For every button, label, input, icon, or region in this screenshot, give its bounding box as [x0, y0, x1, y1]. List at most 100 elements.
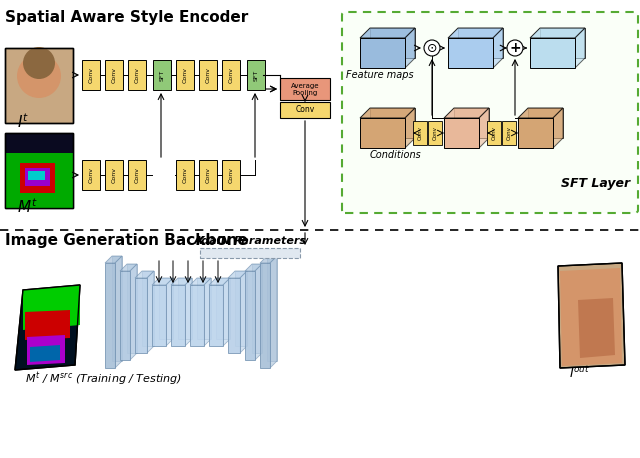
- Text: Image Generation Backbone: Image Generation Backbone: [5, 233, 248, 248]
- Text: Conv: Conv: [134, 67, 140, 83]
- Polygon shape: [454, 108, 489, 138]
- Polygon shape: [553, 108, 563, 148]
- Polygon shape: [178, 278, 192, 339]
- FancyBboxPatch shape: [428, 121, 442, 145]
- Text: $I^t$: $I^t$: [17, 112, 29, 131]
- Text: +: +: [509, 41, 521, 55]
- Polygon shape: [127, 264, 137, 353]
- FancyBboxPatch shape: [198, 160, 218, 191]
- Polygon shape: [540, 28, 585, 58]
- Polygon shape: [23, 285, 80, 330]
- Polygon shape: [30, 345, 60, 362]
- Polygon shape: [27, 335, 65, 365]
- FancyBboxPatch shape: [105, 160, 124, 191]
- Text: AdaIN Parameters: AdaIN Parameters: [193, 236, 307, 246]
- FancyBboxPatch shape: [82, 160, 100, 191]
- Polygon shape: [197, 278, 211, 339]
- Polygon shape: [360, 108, 415, 118]
- FancyBboxPatch shape: [128, 60, 147, 90]
- Polygon shape: [223, 278, 230, 346]
- Text: Feature maps: Feature maps: [346, 70, 414, 80]
- Polygon shape: [270, 256, 277, 368]
- Polygon shape: [25, 168, 50, 186]
- Polygon shape: [235, 271, 247, 346]
- Text: Conv: Conv: [228, 167, 234, 183]
- Polygon shape: [255, 264, 262, 360]
- Text: Spatial Aware Style Encoder: Spatial Aware Style Encoder: [5, 10, 248, 25]
- Text: Conditions: Conditions: [370, 150, 422, 160]
- Text: Conv: Conv: [134, 167, 140, 183]
- Polygon shape: [360, 28, 415, 38]
- Text: Conv: Conv: [182, 67, 188, 83]
- Polygon shape: [448, 28, 503, 38]
- Polygon shape: [142, 271, 154, 346]
- Polygon shape: [190, 285, 204, 346]
- Polygon shape: [405, 28, 415, 68]
- Polygon shape: [115, 256, 122, 368]
- Polygon shape: [448, 38, 493, 68]
- Polygon shape: [171, 285, 185, 346]
- Text: Conv: Conv: [228, 67, 234, 83]
- Polygon shape: [152, 285, 166, 346]
- Polygon shape: [405, 108, 415, 148]
- FancyBboxPatch shape: [176, 160, 195, 191]
- Circle shape: [424, 40, 440, 56]
- Circle shape: [507, 40, 523, 56]
- Text: Conv: Conv: [433, 126, 438, 140]
- Polygon shape: [147, 271, 154, 353]
- Polygon shape: [245, 271, 255, 360]
- Text: Conv: Conv: [88, 67, 93, 83]
- FancyBboxPatch shape: [128, 160, 147, 191]
- Text: Conv: Conv: [111, 167, 116, 183]
- Circle shape: [23, 47, 55, 79]
- Text: ⊙: ⊙: [427, 42, 437, 55]
- Text: Conv: Conv: [492, 126, 497, 140]
- Polygon shape: [159, 278, 173, 339]
- Polygon shape: [240, 271, 247, 353]
- Polygon shape: [185, 278, 192, 346]
- Polygon shape: [360, 118, 405, 148]
- Polygon shape: [530, 38, 575, 68]
- Circle shape: [17, 54, 61, 98]
- Polygon shape: [575, 28, 585, 68]
- FancyBboxPatch shape: [198, 60, 218, 90]
- Polygon shape: [228, 271, 247, 278]
- Polygon shape: [209, 278, 230, 285]
- Text: Conv: Conv: [417, 126, 422, 140]
- Polygon shape: [5, 153, 73, 208]
- Polygon shape: [25, 310, 70, 340]
- Text: Pooling: Pooling: [292, 90, 317, 96]
- Polygon shape: [216, 278, 230, 339]
- Polygon shape: [530, 28, 585, 38]
- FancyBboxPatch shape: [413, 121, 428, 145]
- FancyBboxPatch shape: [221, 60, 240, 90]
- FancyBboxPatch shape: [280, 78, 330, 100]
- Polygon shape: [120, 264, 137, 271]
- FancyBboxPatch shape: [5, 48, 73, 123]
- Polygon shape: [105, 256, 122, 263]
- Polygon shape: [120, 271, 130, 360]
- FancyBboxPatch shape: [342, 12, 638, 213]
- Polygon shape: [245, 264, 262, 271]
- Polygon shape: [444, 118, 479, 148]
- Text: Conv: Conv: [111, 67, 116, 83]
- Polygon shape: [105, 263, 115, 368]
- Text: SFT: SFT: [159, 69, 164, 81]
- Polygon shape: [518, 118, 553, 148]
- Polygon shape: [20, 163, 55, 193]
- Polygon shape: [15, 285, 80, 370]
- Polygon shape: [228, 278, 240, 353]
- Text: Conv: Conv: [205, 67, 211, 83]
- Text: SFT Layer: SFT Layer: [561, 177, 630, 190]
- Polygon shape: [171, 278, 192, 285]
- Polygon shape: [135, 271, 154, 278]
- Polygon shape: [112, 256, 122, 361]
- FancyBboxPatch shape: [105, 60, 124, 90]
- FancyBboxPatch shape: [153, 60, 172, 90]
- Polygon shape: [493, 28, 503, 68]
- Text: $M^t$: $M^t$: [17, 197, 38, 216]
- Polygon shape: [130, 264, 137, 360]
- Text: Conv: Conv: [296, 105, 315, 114]
- Polygon shape: [528, 108, 563, 138]
- Polygon shape: [152, 278, 173, 285]
